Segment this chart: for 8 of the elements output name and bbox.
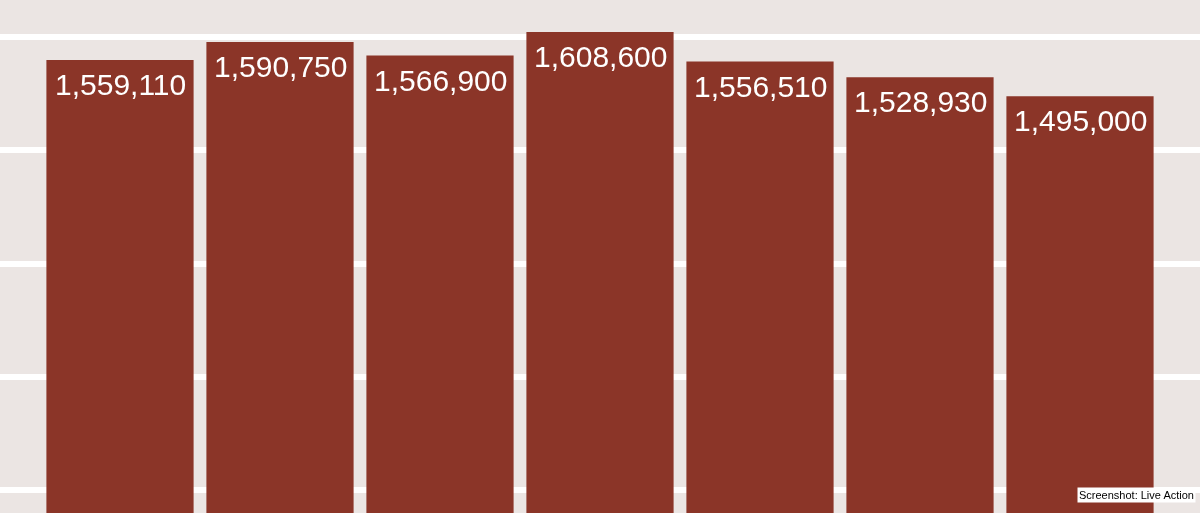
data-label: 1,528,930 bbox=[854, 85, 988, 118]
annotation: Screenshot: Live Action bbox=[1079, 489, 1194, 501]
data-label: 1,608,600 bbox=[534, 40, 668, 73]
data-label: 1,495,000 bbox=[1014, 104, 1148, 137]
data-label: 1,566,900 bbox=[374, 64, 508, 97]
data-label: 1,559,110 bbox=[55, 68, 187, 101]
data-label: 1,590,750 bbox=[214, 50, 348, 83]
data-label: 1,556,510 bbox=[694, 70, 828, 103]
